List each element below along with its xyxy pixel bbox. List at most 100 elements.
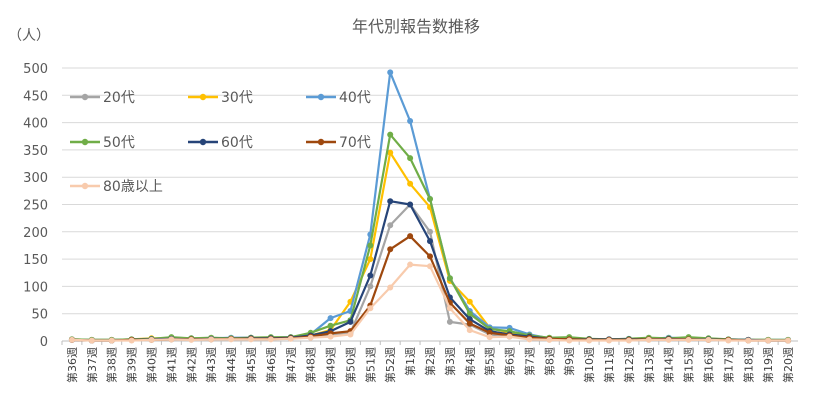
- x-tick-label: 第18週: [741, 347, 755, 383]
- x-tick-label: 第3週: [443, 347, 457, 376]
- x-tick-label: 第13週: [642, 347, 656, 383]
- x-tick-label: 第14週: [662, 347, 676, 383]
- data-point: [88, 337, 95, 344]
- y-tick-label: 0: [40, 335, 48, 350]
- legend-label: 70代: [339, 135, 371, 151]
- legend-item: 80歳以上: [70, 179, 163, 195]
- data-point: [765, 337, 772, 344]
- x-tick-label: 第40週: [145, 347, 159, 383]
- data-point: [367, 305, 374, 312]
- gridlines: [62, 67, 798, 315]
- y-tick-label: 100: [23, 280, 48, 295]
- x-tick-label: 第6週: [503, 347, 517, 376]
- y-axis-label: （人）: [8, 28, 50, 44]
- data-point: [466, 298, 473, 305]
- y-tick-label: 200: [23, 226, 48, 241]
- legend-swatch-marker: [199, 93, 207, 101]
- x-tick-label: 第47週: [284, 347, 298, 383]
- legend-label: 30代: [221, 90, 253, 106]
- data-point: [506, 333, 513, 340]
- data-point: [168, 336, 175, 343]
- series-line: [71, 235, 789, 342]
- y-tick-label: 50: [31, 308, 48, 323]
- y-tick-label: 300: [23, 171, 48, 186]
- legend-label: 40代: [339, 90, 371, 106]
- data-point: [745, 337, 752, 344]
- data-point: [466, 320, 473, 327]
- data-point: [208, 336, 215, 343]
- legend-swatch-marker: [199, 138, 207, 146]
- x-tick-label: 第7週: [522, 347, 536, 376]
- data-point: [128, 337, 135, 344]
- x-tick-label: 第52週: [383, 347, 397, 383]
- y-tick-label: 500: [23, 62, 48, 77]
- legend-item: 20代: [70, 90, 135, 106]
- y-tick-label: 150: [23, 253, 48, 268]
- data-point: [68, 336, 75, 343]
- data-point: [446, 275, 453, 282]
- series-line: [71, 263, 789, 342]
- legend-label: 50代: [103, 135, 135, 151]
- data-point: [228, 336, 235, 343]
- x-tick-label: 第45週: [244, 347, 258, 383]
- data-point: [387, 149, 394, 156]
- chart-title: 年代別報告数推移: [352, 17, 480, 36]
- data-point: [427, 238, 433, 245]
- x-tick-label: 第15週: [682, 347, 696, 383]
- data-point: [645, 336, 652, 343]
- y-tick-label: 350: [23, 144, 48, 159]
- data-point: [327, 322, 334, 329]
- x-tick-label: 第16週: [701, 347, 715, 383]
- x-tick-label: 第38週: [105, 347, 119, 383]
- legend-swatch-marker: [81, 182, 89, 190]
- x-tick-label: 第11週: [602, 347, 616, 383]
- data-point: [785, 337, 792, 344]
- data-point: [625, 337, 632, 344]
- x-tick-label: 第10週: [582, 347, 596, 383]
- data-point: [407, 117, 414, 124]
- y-tick-label: 400: [23, 117, 48, 132]
- data-point: [486, 334, 493, 341]
- data-point: [387, 131, 394, 138]
- data-point: [705, 336, 712, 343]
- data-point: [287, 335, 294, 342]
- x-tick-label: 第39週: [125, 347, 139, 383]
- legend-item: 60代: [188, 135, 253, 151]
- data-point: [387, 222, 394, 229]
- y-axis-ticks: 0 50 100 150 200 250 300 350 400 450 500: [23, 62, 48, 350]
- data-point: [407, 201, 414, 208]
- x-tick-label: 第42週: [184, 347, 198, 383]
- data-point: [267, 336, 274, 343]
- data-point: [407, 261, 414, 268]
- data-point: [427, 263, 433, 270]
- series: [68, 261, 792, 344]
- x-tick-label: 第19週: [761, 347, 775, 383]
- data-point: [407, 233, 414, 240]
- data-point: [446, 305, 453, 312]
- x-axis-ticks: 第36週 第37週 第38週 第39週 第40週 第41週 第42週 第43週 第44週 第45週…: [61, 341, 795, 383]
- x-tick-label: 第36週: [65, 347, 79, 383]
- legend-label: 20代: [103, 90, 135, 106]
- x-tick-label: 第17週: [721, 347, 735, 383]
- data-point: [367, 283, 374, 290]
- series: [68, 233, 792, 344]
- data-point: [586, 337, 593, 344]
- series-line: [71, 203, 789, 342]
- legend-item: 70代: [306, 135, 371, 151]
- data-point: [108, 337, 115, 344]
- data-point: [387, 198, 394, 205]
- x-tick-label: 第9週: [562, 347, 576, 376]
- data-point: [367, 272, 374, 279]
- legend-item: 40代: [306, 90, 371, 106]
- series-line: [71, 133, 789, 341]
- data-point: [367, 256, 374, 263]
- data-point: [307, 334, 314, 341]
- data-point: [407, 155, 414, 162]
- x-tick-label: 第20週: [781, 347, 795, 383]
- data-point: [427, 228, 433, 235]
- x-tick-label: 第41週: [164, 347, 178, 383]
- data-point: [665, 336, 672, 343]
- data-point: [466, 310, 473, 317]
- legend-swatch-marker: [317, 138, 325, 146]
